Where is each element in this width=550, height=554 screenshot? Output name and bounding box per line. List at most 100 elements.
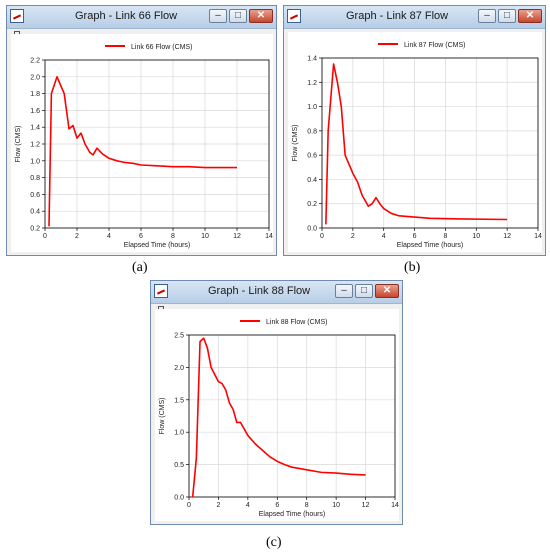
- close-button[interactable]: ✕: [249, 9, 273, 23]
- x-axis-label: Elapsed Time (hours): [259, 511, 326, 518]
- window-title: Graph - Link 66 Flow: [75, 10, 178, 22]
- window-titlebar[interactable]: Graph - Link 87 Flow – □ ✕: [284, 6, 545, 29]
- y-tick-label: 1.4: [30, 125, 40, 132]
- y-tick-label: 0.6: [30, 192, 40, 199]
- x-tick-label: 12: [362, 502, 370, 509]
- x-axis-label: Elapsed Time (hours): [124, 242, 191, 249]
- window-title: Graph - Link 87 Flow: [346, 10, 449, 22]
- close-icon: ✕: [382, 285, 392, 296]
- y-tick-label: 0.0: [307, 226, 317, 233]
- graph-window-link-88: Graph - Link 88 Flow – □ ✕ 0 2 4 6 8 10 12 14 0.…: [150, 280, 403, 525]
- x-tick-label: 4: [382, 233, 386, 240]
- x-tick-label: 4: [107, 233, 111, 240]
- y-tick-label: 2.2: [30, 58, 40, 65]
- x-tick-label: 2: [75, 233, 79, 240]
- x-tick-label: 14: [391, 502, 399, 509]
- x-tick-label: 10: [472, 233, 480, 240]
- x-tick-label: 14: [534, 233, 542, 240]
- y-tick-label: 2.0: [174, 365, 184, 372]
- x-axis-label: Elapsed Time (hours): [397, 242, 464, 249]
- legend-label: Link 87 Flow (CMS): [404, 42, 465, 49]
- y-tick-label: 1.2: [30, 142, 40, 149]
- line-chart: 0 2 4 6 8 10 12 14 0.2 0.4 0.6 0.8 1.0 1.2 1.4 1.6 1.8 2.…: [15, 44, 273, 249]
- graph-app-icon: [10, 9, 24, 23]
- y-tick-label: 1.0: [174, 430, 184, 437]
- y-tick-label: 0.2: [30, 226, 40, 233]
- maximize-button[interactable]: □: [229, 9, 247, 23]
- minimize-icon: –: [215, 10, 221, 21]
- x-tick-label: 12: [503, 233, 511, 240]
- x-tick-label: 0: [43, 233, 47, 240]
- minimize-button[interactable]: –: [478, 9, 496, 23]
- minimize-button[interactable]: –: [335, 284, 353, 298]
- y-tick-label: 0.6: [307, 153, 317, 160]
- x-tick-label: 0: [320, 233, 324, 240]
- y-tick-label: 1.0: [307, 104, 317, 111]
- x-tick-label: 0: [187, 502, 191, 509]
- x-tick-label: 8: [305, 502, 309, 509]
- flow-series-line: [325, 63, 508, 225]
- line-chart: 0 2 4 6 8 10 12 14 0.0 0.5 1.0 1.5 2.0 2.5 Elapsed Tim…: [159, 319, 399, 518]
- minimize-icon: –: [484, 10, 490, 21]
- x-tick-label: 8: [171, 233, 175, 240]
- y-tick-label: 1.8: [30, 91, 40, 98]
- y-tick-label: 1.0: [30, 158, 40, 165]
- y-axis-label: Flow (CMS): [292, 125, 299, 162]
- minimize-icon: –: [341, 285, 347, 296]
- y-tick-label: 0.8: [307, 128, 317, 135]
- minimize-button[interactable]: –: [209, 9, 227, 23]
- x-tick-label: 2: [351, 233, 355, 240]
- graph-app-icon: [154, 284, 168, 298]
- legend-label: Link 88 Flow (CMS): [266, 319, 327, 326]
- y-tick-label: 1.2: [307, 80, 317, 87]
- x-tick-label: 6: [139, 233, 143, 240]
- flow-series-line: [191, 337, 366, 498]
- y-tick-label: 0.4: [307, 177, 317, 184]
- caption-a: (a): [132, 260, 148, 275]
- close-icon: ✕: [256, 10, 266, 21]
- window-title: Graph - Link 88 Flow: [208, 285, 311, 297]
- x-tick-label: 4: [246, 502, 250, 509]
- maximize-icon: □: [503, 10, 511, 21]
- legend-label: Link 66 Flow (CMS): [131, 44, 192, 51]
- graph-window-link-87: Graph - Link 87 Flow – □ ✕ 0 2 4 6 8 10 12 14 0.…: [283, 5, 546, 256]
- caption-c: (c): [266, 535, 282, 550]
- x-tick-label: 10: [201, 233, 209, 240]
- chart-area: 0 2 4 6 8 10 12 14 0.2 0.4 0.6 0.8 1.0 1.2 1.4 1.6 1.8 2.…: [11, 34, 273, 252]
- plot-frame: [188, 334, 396, 498]
- maximize-icon: □: [360, 285, 368, 296]
- y-tick-label: 1.6: [30, 108, 40, 115]
- close-button[interactable]: ✕: [518, 9, 542, 23]
- x-tick-label: 8: [443, 233, 447, 240]
- y-tick-label: 0.5: [174, 462, 184, 469]
- y-tick-label: 1.5: [174, 397, 184, 404]
- graph-app-icon: [287, 9, 301, 23]
- maximize-button[interactable]: □: [498, 9, 516, 23]
- y-tick-label: 0.0: [174, 495, 184, 502]
- plot-frame: [321, 57, 539, 229]
- chart-area: 0 2 4 6 8 10 12 14 0.0 0.2 0.4 0.6 0.8 1.0 1.2 1.4 Elaps…: [288, 32, 542, 252]
- close-button[interactable]: ✕: [375, 284, 399, 298]
- y-tick-label: 2.0: [30, 74, 40, 81]
- graph-window-link-66: Graph - Link 66 Flow – □ ✕ 0 2 4 6 8 10 12 14 0.…: [6, 5, 277, 256]
- x-tick-label: 2: [216, 502, 220, 509]
- y-tick-label: 0.8: [30, 175, 40, 182]
- x-tick-label: 10: [332, 502, 340, 509]
- x-tick-label: 6: [413, 233, 417, 240]
- maximize-icon: □: [234, 10, 242, 21]
- line-chart: 0 2 4 6 8 10 12 14 0.0 0.2 0.4 0.6 0.8 1.0 1.2 1.4 Elaps…: [292, 42, 542, 249]
- y-tick-label: 0.2: [307, 201, 317, 208]
- close-icon: ✕: [525, 10, 535, 21]
- window-titlebar[interactable]: Graph - Link 66 Flow – □ ✕: [7, 6, 276, 29]
- x-tick-label: 6: [275, 502, 279, 509]
- y-axis-label: Flow (CMS): [159, 398, 166, 435]
- maximize-button[interactable]: □: [355, 284, 373, 298]
- y-tick-label: 2.5: [174, 333, 184, 340]
- y-tick-label: 1.4: [307, 56, 317, 63]
- window-titlebar[interactable]: Graph - Link 88 Flow – □ ✕: [151, 281, 402, 304]
- y-axis-label: Flow (CMS): [15, 126, 22, 163]
- flow-series-line: [48, 75, 237, 227]
- chart-area: 0 2 4 6 8 10 12 14 0.0 0.5 1.0 1.5 2.0 2.5 Elapsed Tim…: [155, 309, 399, 521]
- x-tick-label: 12: [233, 233, 241, 240]
- y-tick-label: 0.4: [30, 209, 40, 216]
